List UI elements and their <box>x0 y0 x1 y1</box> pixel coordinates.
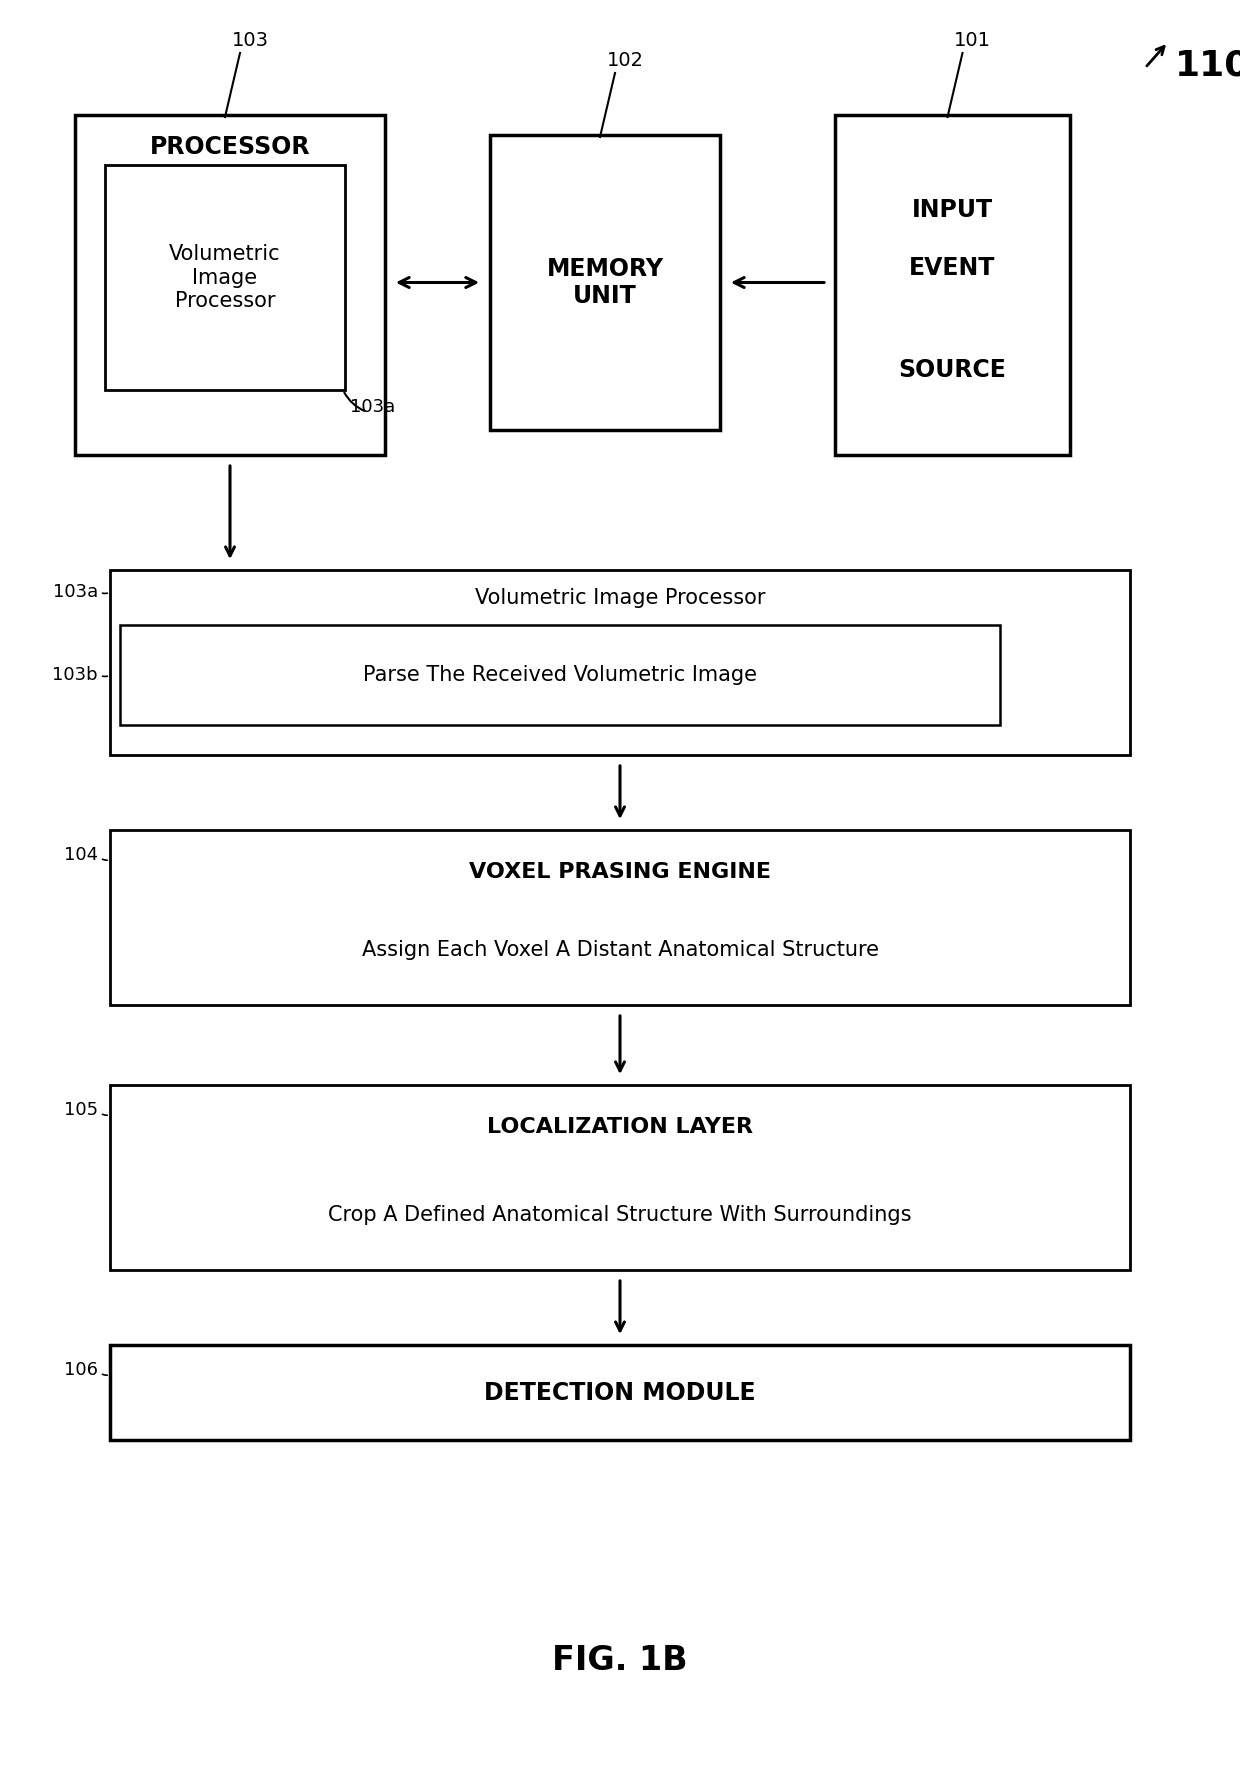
Text: EVENT: EVENT <box>909 257 996 280</box>
Text: Volumetric Image Processor: Volumetric Image Processor <box>475 588 765 607</box>
Text: 110: 110 <box>1176 48 1240 81</box>
Bar <box>490 135 720 430</box>
Text: PROCESSOR: PROCESSOR <box>150 135 310 159</box>
Bar <box>110 831 1130 1004</box>
Bar <box>110 1086 1130 1270</box>
Bar <box>74 115 384 455</box>
Text: 103: 103 <box>232 32 269 50</box>
Bar <box>110 1344 1130 1440</box>
Text: 104: 104 <box>64 847 98 864</box>
Text: 103a: 103a <box>350 398 396 416</box>
Text: VOXEL PRASING ENGINE: VOXEL PRASING ENGINE <box>469 862 771 882</box>
Text: SOURCE: SOURCE <box>899 358 1007 383</box>
Text: 101: 101 <box>954 32 991 50</box>
Text: 105: 105 <box>64 1102 98 1119</box>
Bar <box>835 115 1070 455</box>
Text: Crop A Defined Anatomical Structure With Surroundings: Crop A Defined Anatomical Structure With… <box>329 1204 911 1226</box>
Text: INPUT: INPUT <box>911 198 993 221</box>
Bar <box>105 165 345 390</box>
Text: 103a: 103a <box>53 583 98 600</box>
Text: DETECTION MODULE: DETECTION MODULE <box>484 1381 756 1404</box>
Text: Parse The Received Volumetric Image: Parse The Received Volumetric Image <box>363 664 756 685</box>
Bar <box>120 625 999 724</box>
Text: LOCALIZATION LAYER: LOCALIZATION LAYER <box>487 1118 753 1137</box>
Text: 103b: 103b <box>52 666 98 684</box>
Text: MEMORY
UNIT: MEMORY UNIT <box>547 257 663 308</box>
Text: Volumetric
Image
Processor: Volumetric Image Processor <box>169 244 280 310</box>
Text: 102: 102 <box>606 51 644 71</box>
Text: FIG. 1B: FIG. 1B <box>552 1643 688 1677</box>
Text: 106: 106 <box>64 1360 98 1380</box>
Text: Assign Each Voxel A Distant Anatomical Structure: Assign Each Voxel A Distant Anatomical S… <box>362 940 878 960</box>
Bar <box>110 570 1130 754</box>
